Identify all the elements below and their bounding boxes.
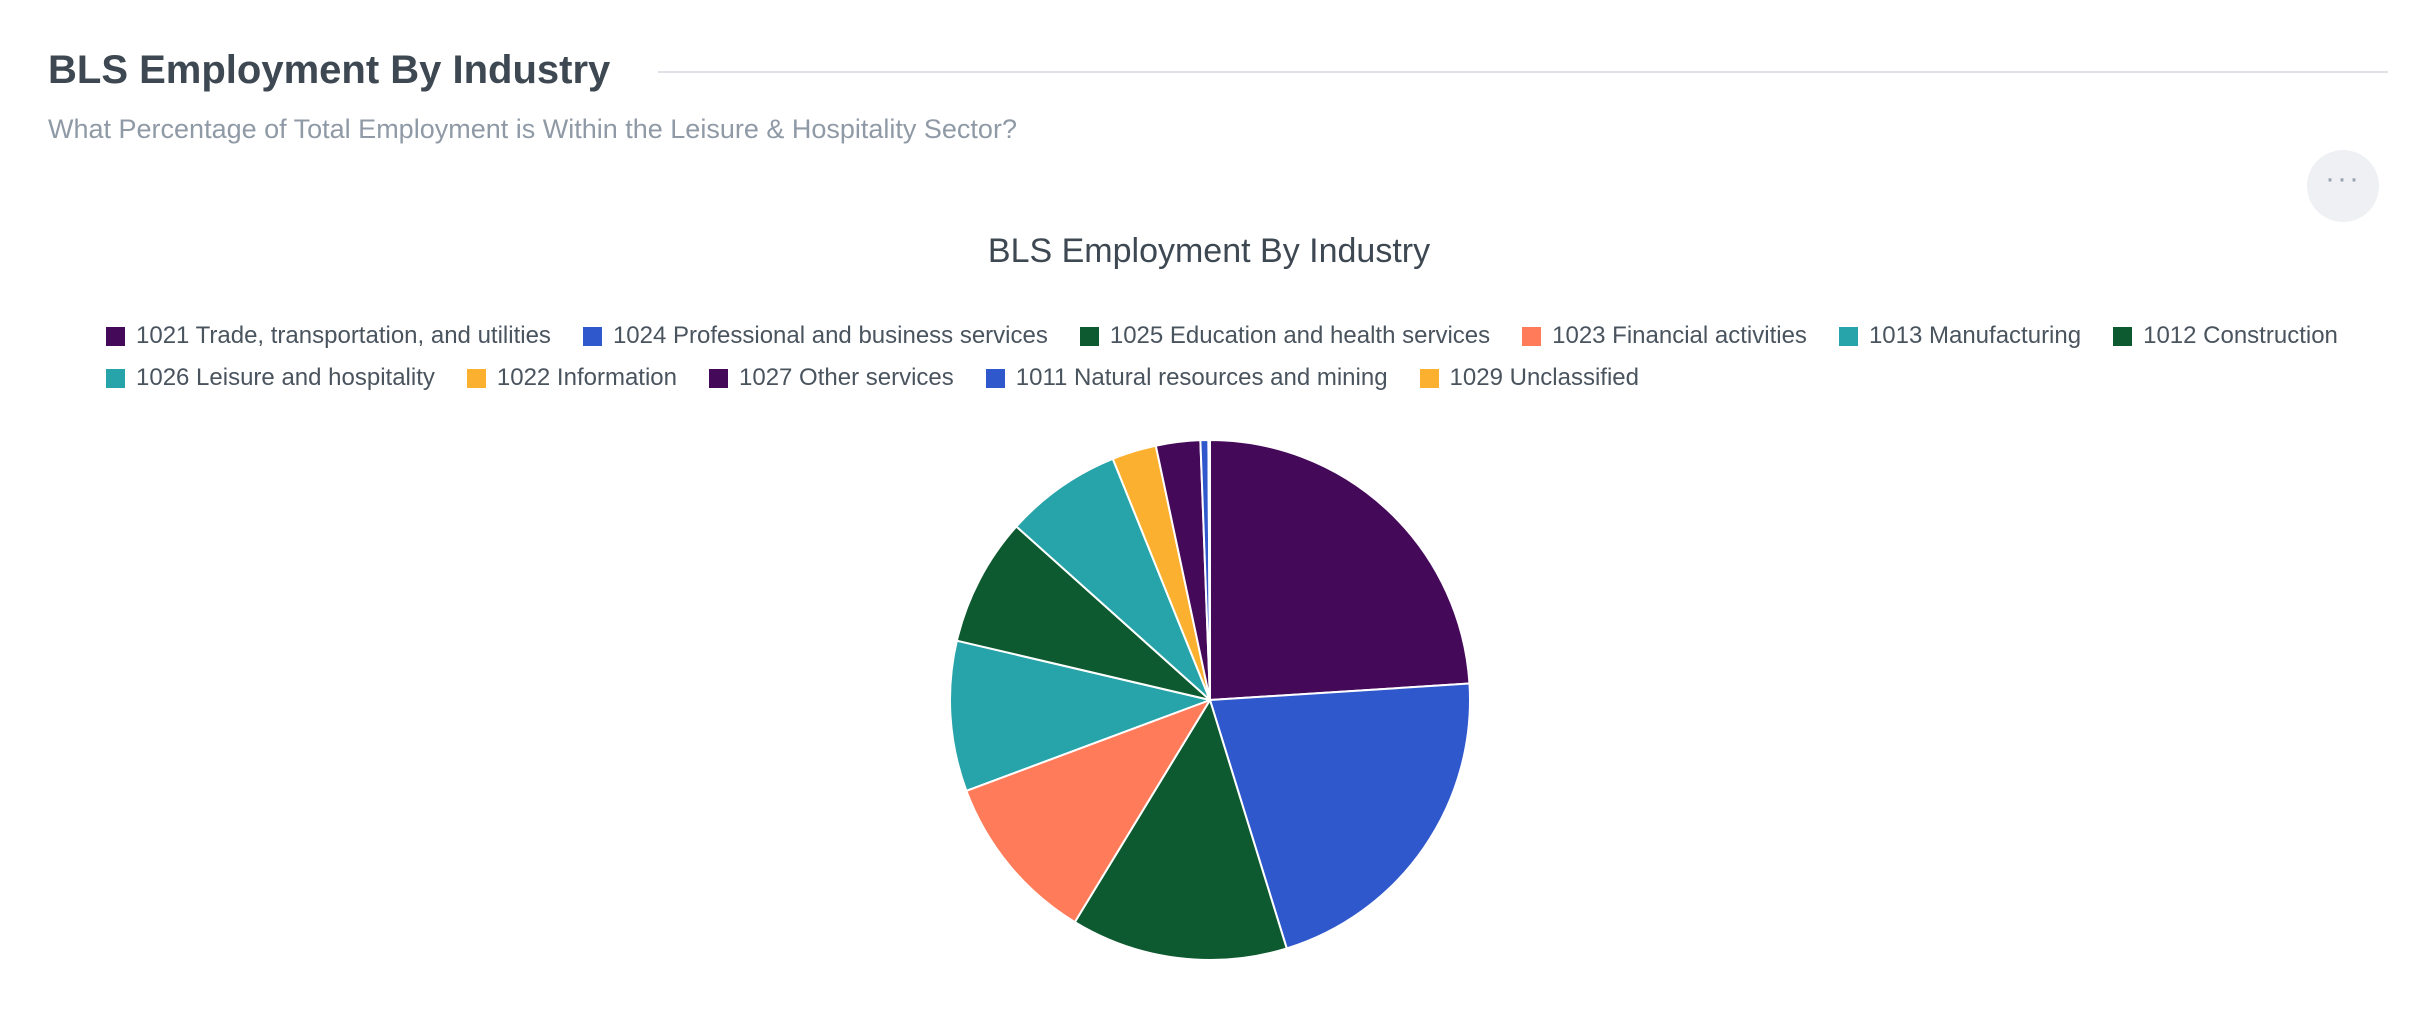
legend-item[interactable]: 1022 Information [466,364,677,392]
widget-header: BLS Employment By Industry What Percenta… [48,40,2388,145]
legend-label: 1022 Information [496,364,677,391]
legend-swatch [1838,326,1858,346]
legend-swatch [1079,326,1099,346]
legend-item[interactable]: 1013 Manufacturing [1838,322,2082,350]
pie-slice[interactable] [1015,457,1211,701]
pie-slice[interactable] [955,525,1211,701]
legend-swatch [106,368,125,388]
legend-item[interactable]: 1011 Natural resources and mining [985,364,1388,392]
title-row: BLS Employment By Industry [48,40,2388,100]
legend-swatch [985,368,1005,388]
legend-item[interactable]: 1025 Education and health services [1079,322,1491,350]
legend-label: 1023 Financial activities [1552,322,1807,349]
pie-slice[interactable] [1209,682,1471,950]
pie-slice[interactable] [1207,438,1211,701]
pie-chart [949,438,1471,962]
legend-label: 1021 Trade, transportation, and utilitie… [136,322,551,349]
legend-label: 1025 Education and health services [1109,322,1491,349]
legend-label: 1013 Manufacturing [1868,322,2082,349]
legend-item[interactable]: 1026 Leisure and hospitality [106,364,435,392]
legend-swatch [106,326,125,346]
title-divider [658,71,2388,73]
legend-swatch [466,368,486,388]
chart-title: BLS Employment By Industry [987,232,1431,270]
more-options-button[interactable]: ··· [2307,150,2379,222]
pie-slice[interactable] [1073,699,1288,962]
legend-label: 1026 Leisure and hospitality [136,364,435,391]
legend-label: 1027 Other services [739,364,954,391]
legend-item[interactable]: 1021 Trade, transportation, and utilitie… [106,322,551,350]
legend-swatch [582,326,602,346]
legend-item[interactable]: 1023 Financial activities [1522,322,1807,350]
legend-item[interactable]: 1029 Unclassified [1419,364,1639,392]
legend-label: 1029 Unclassified [1449,364,1639,391]
pie-slice[interactable] [1209,439,1471,701]
chart-legend: 1021 Trade, transportation, and utilitie… [106,322,2406,392]
legend-item[interactable]: 1024 Professional and business services [582,322,1048,350]
legend-swatch [2113,326,2133,346]
legend-swatch [1522,326,1542,346]
more-options-icon: ··· [2325,162,2361,195]
widget-title: BLS Employment By Industry [48,47,611,92]
legend-item[interactable]: 1027 Other services [709,364,954,392]
legend-label: 1011 Natural resources and mining [1015,364,1388,391]
pie-slice[interactable] [965,699,1211,924]
legend-swatch [1419,368,1439,388]
pie-slice[interactable] [949,639,1211,792]
legend-item[interactable]: 1012 Construction [2113,322,2338,350]
widget-subtitle: What Percentage of Total Employment is W… [48,114,1017,144]
legend-label: 1012 Construction [2143,322,2338,349]
legend-swatch [709,368,728,388]
legend-label: 1024 Professional and business services [612,322,1048,349]
